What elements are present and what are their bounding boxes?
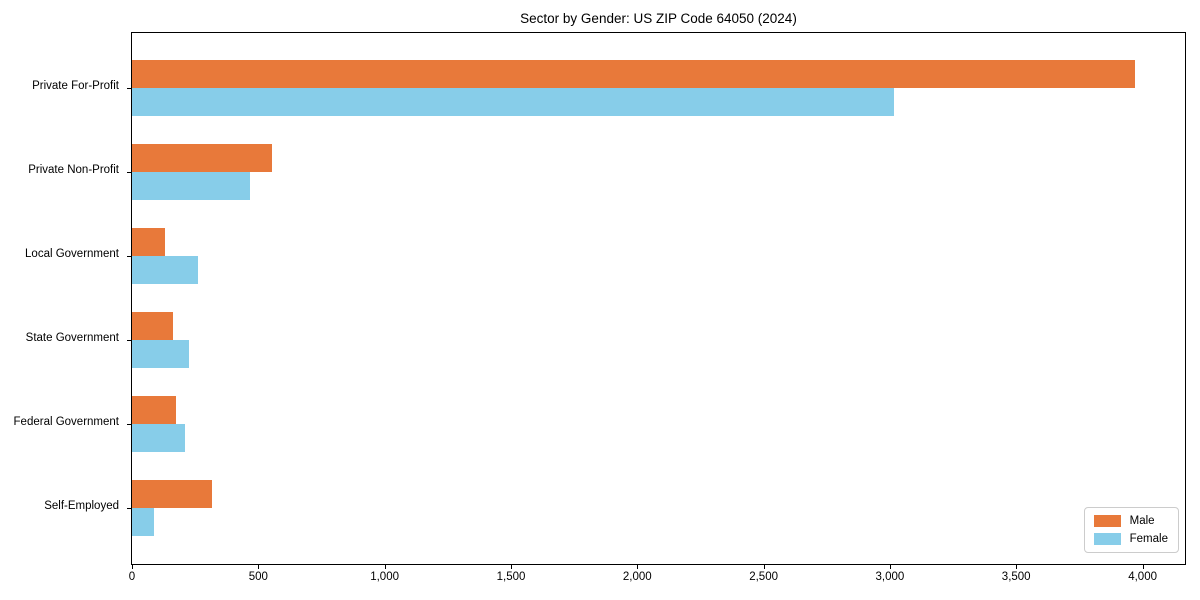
legend-label-male: Male — [1129, 515, 1155, 527]
bars-layer — [132, 33, 1185, 564]
x-tick-label: 3,000 — [875, 571, 905, 583]
y-tick-mark — [127, 340, 131, 341]
x-tick-label: 2,000 — [622, 571, 652, 583]
y-tick-mark — [127, 424, 131, 425]
female-swatch — [1093, 533, 1121, 545]
male-swatch — [1093, 515, 1121, 527]
x-tick-label: 0 — [128, 571, 136, 583]
x-tick-label: 1,500 — [496, 571, 526, 583]
y-tick-mark — [127, 256, 131, 257]
y-tick-label: Self-Employed — [44, 500, 119, 512]
x-tick-mark — [511, 565, 512, 569]
y-tick-label: State Government — [25, 332, 119, 344]
y-tick-label: Federal Government — [13, 416, 119, 428]
legend: Male Female — [1083, 507, 1179, 553]
x-tick-mark — [1016, 565, 1018, 569]
x-tick-label: 4,000 — [1128, 571, 1157, 583]
bar-female-5 — [132, 424, 185, 452]
y-tick-label: Private For-Profit — [32, 80, 119, 92]
x-tick-mark — [637, 565, 639, 569]
legend-label-female: Female — [1129, 533, 1168, 545]
x-tick-mark — [889, 565, 891, 569]
x-tick-mark — [763, 565, 765, 569]
y-tick-label: Private Non-Profit — [28, 164, 119, 176]
bar-female-3 — [132, 256, 198, 284]
x-tick-label: 2,500 — [749, 571, 778, 583]
x-tick-mark — [132, 565, 133, 569]
y-tick-label: Local Government — [25, 248, 119, 260]
x-tick-label: 1,000 — [370, 571, 399, 583]
plot-area: Male Female — [131, 32, 1186, 565]
y-tick-mark — [127, 172, 131, 173]
y-tick-mark — [127, 508, 131, 509]
legend-item-male: Male — [1093, 515, 1168, 527]
x-tick-label: 500 — [248, 571, 268, 583]
x-tick-mark — [258, 565, 260, 569]
y-tick-mark — [127, 88, 131, 89]
bar-female-6 — [132, 508, 154, 536]
bar-male-6 — [132, 480, 212, 508]
bar-male-3 — [132, 228, 165, 256]
chart-title: Sector by Gender: US ZIP Code 64050 (202… — [520, 11, 797, 26]
x-tick-label: 3,500 — [1001, 571, 1031, 583]
x-tick-mark — [384, 565, 386, 569]
bar-female-2 — [132, 172, 250, 200]
bar-female-4 — [132, 340, 190, 368]
bar-male-4 — [132, 312, 174, 340]
legend-item-female: Female — [1093, 533, 1168, 545]
bar-male-5 — [132, 396, 176, 424]
x-tick-mark — [1142, 565, 1144, 569]
bar-male-1 — [132, 60, 1135, 88]
bar-female-1 — [132, 88, 894, 116]
bar-male-2 — [132, 144, 272, 172]
